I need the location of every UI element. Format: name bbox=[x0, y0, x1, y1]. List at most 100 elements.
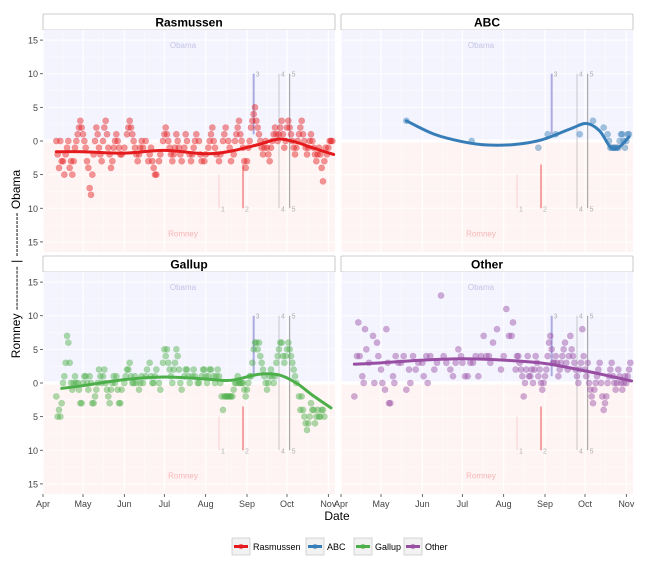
x-axis-label: Date bbox=[324, 509, 350, 523]
data-point bbox=[597, 379, 605, 387]
data-point bbox=[461, 372, 469, 380]
data-point bbox=[91, 393, 99, 400]
data-point bbox=[54, 413, 62, 421]
data-point bbox=[111, 137, 119, 145]
data-point bbox=[298, 393, 306, 400]
data-point bbox=[464, 372, 472, 380]
data-point bbox=[275, 345, 283, 353]
data-point bbox=[264, 151, 272, 158]
data-point bbox=[316, 413, 324, 421]
data-point bbox=[502, 305, 510, 313]
data-point bbox=[84, 386, 92, 394]
data-point bbox=[308, 406, 316, 414]
data-point bbox=[522, 366, 530, 373]
data-point bbox=[110, 372, 118, 380]
data-point bbox=[66, 359, 74, 367]
data-point bbox=[263, 144, 271, 152]
data-point bbox=[231, 137, 239, 145]
data-point bbox=[166, 366, 174, 373]
data-point bbox=[214, 366, 222, 373]
event-label-top: 4 bbox=[281, 72, 285, 79]
x-tick-label: Oct bbox=[280, 499, 295, 509]
data-point bbox=[243, 157, 251, 165]
data-point bbox=[518, 372, 526, 380]
data-point bbox=[560, 345, 568, 353]
y-tick-label: 15 bbox=[28, 278, 38, 288]
data-point bbox=[552, 352, 560, 360]
x-tick-label: Apr bbox=[334, 499, 348, 509]
data-point bbox=[103, 386, 111, 394]
data-point bbox=[275, 130, 283, 138]
data-point bbox=[135, 386, 143, 394]
data-point bbox=[198, 157, 206, 165]
data-point bbox=[66, 164, 74, 172]
y-tick-label: 10 bbox=[28, 69, 38, 79]
data-point bbox=[222, 124, 230, 131]
data-point bbox=[582, 372, 590, 380]
data-point bbox=[52, 137, 60, 145]
y-tick-label: 0 bbox=[33, 379, 38, 389]
data-point bbox=[356, 352, 364, 360]
data-point bbox=[606, 366, 614, 373]
legend-swatch-point bbox=[360, 543, 366, 550]
data-point bbox=[458, 359, 466, 367]
data-point bbox=[608, 359, 616, 367]
event-label-top: 4 bbox=[579, 314, 583, 321]
y-axis: 15 10 5 0 5 10 15 bbox=[28, 36, 43, 247]
data-point bbox=[80, 137, 88, 145]
data-point bbox=[246, 137, 254, 145]
data-point bbox=[302, 419, 310, 427]
event-label-top: 5 bbox=[590, 314, 594, 321]
x-tick-label: Jun bbox=[117, 499, 132, 509]
data-point bbox=[534, 144, 542, 152]
data-point bbox=[186, 379, 194, 387]
data-point bbox=[314, 406, 322, 414]
data-point bbox=[272, 130, 280, 138]
data-point bbox=[508, 332, 516, 340]
data-point bbox=[618, 386, 626, 394]
data-point bbox=[68, 171, 76, 179]
romney-label: Romney bbox=[466, 230, 496, 239]
data-point bbox=[370, 379, 378, 387]
data-point bbox=[183, 137, 191, 145]
data-point bbox=[144, 157, 152, 165]
data-point bbox=[284, 339, 292, 347]
data-point bbox=[223, 393, 231, 400]
data-point bbox=[162, 124, 170, 131]
data-point bbox=[126, 117, 134, 125]
data-point bbox=[327, 137, 335, 145]
data-point bbox=[192, 130, 200, 138]
data-point bbox=[159, 137, 167, 145]
data-point bbox=[312, 413, 320, 421]
data-point bbox=[374, 352, 382, 360]
data-point bbox=[328, 137, 336, 145]
data-point bbox=[262, 379, 270, 387]
legend: Rasmussen ABC Gallup Other bbox=[230, 536, 454, 557]
data-point bbox=[82, 144, 90, 152]
data-point bbox=[290, 366, 298, 373]
data-point bbox=[150, 379, 158, 387]
data-point bbox=[377, 366, 385, 373]
legend-item-abc: ABC bbox=[305, 537, 346, 556]
data-point bbox=[540, 379, 548, 387]
data-point bbox=[210, 137, 218, 145]
data-point bbox=[178, 386, 186, 394]
data-point bbox=[406, 379, 414, 387]
data-point bbox=[143, 366, 151, 373]
data-point bbox=[573, 372, 581, 380]
data-point bbox=[160, 130, 168, 138]
event-label-bottom: 4 bbox=[579, 206, 583, 213]
data-point bbox=[60, 372, 68, 380]
data-point bbox=[353, 352, 361, 360]
data-point bbox=[248, 117, 256, 125]
data-point bbox=[114, 137, 122, 145]
data-point bbox=[525, 372, 533, 380]
data-point bbox=[98, 157, 106, 165]
data-point bbox=[600, 406, 608, 414]
event-label-bottom: 4 bbox=[281, 206, 285, 213]
y-tick-label: 10 bbox=[28, 311, 38, 321]
data-point bbox=[151, 171, 159, 179]
data-point bbox=[67, 157, 75, 165]
